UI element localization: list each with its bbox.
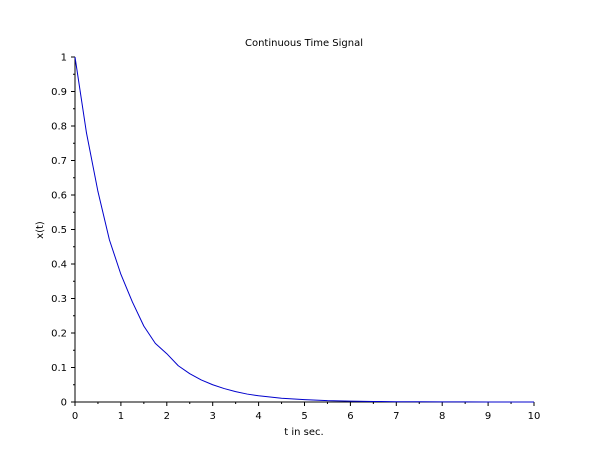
- chart-title: Continuous Time Signal: [245, 38, 363, 49]
- y-tick-label: 0.9: [51, 87, 67, 98]
- y-tick-label: 0.3: [51, 294, 67, 305]
- ticks: 0 1 2 3 4 5 6 7 8 9 10 0 0.1 0.2 0.3 0.4 0.5 0.6 0.7 0.8 0.9…: [51, 53, 540, 423]
- series-line-0: [74, 56, 535, 403]
- x-tick-label: 10: [528, 411, 541, 422]
- series: [74, 56, 535, 403]
- y-tick-label: 0.8: [51, 122, 67, 133]
- x-tick-label: 4: [255, 411, 261, 422]
- x-tick-label: 1: [118, 411, 124, 422]
- x-tick-label: 3: [210, 411, 216, 422]
- x-tick-label: 6: [347, 411, 353, 422]
- axes: [74, 57, 534, 403]
- y-tick-label: 0.7: [51, 156, 67, 167]
- y-tick-label: 0.4: [51, 260, 67, 271]
- y-tick-label: 0: [61, 398, 67, 409]
- x-axis-label: t in sec.: [284, 427, 323, 438]
- y-tick-label: 0.6: [51, 191, 67, 202]
- x-tick-label: 9: [485, 411, 491, 422]
- y-tick-label: 0.5: [51, 225, 67, 236]
- y-axis-label: x(t): [35, 221, 46, 239]
- x-tick-label: 5: [301, 411, 307, 422]
- y-tick-label: 0.2: [51, 329, 67, 340]
- y-tick-label: 1: [61, 53, 67, 64]
- x-tick-label: 8: [439, 411, 445, 422]
- y-tick-label: 0.1: [51, 363, 67, 374]
- x-tick-label: 0: [72, 411, 78, 422]
- x-tick-label: 2: [164, 411, 170, 422]
- x-tick-label: 7: [393, 411, 399, 422]
